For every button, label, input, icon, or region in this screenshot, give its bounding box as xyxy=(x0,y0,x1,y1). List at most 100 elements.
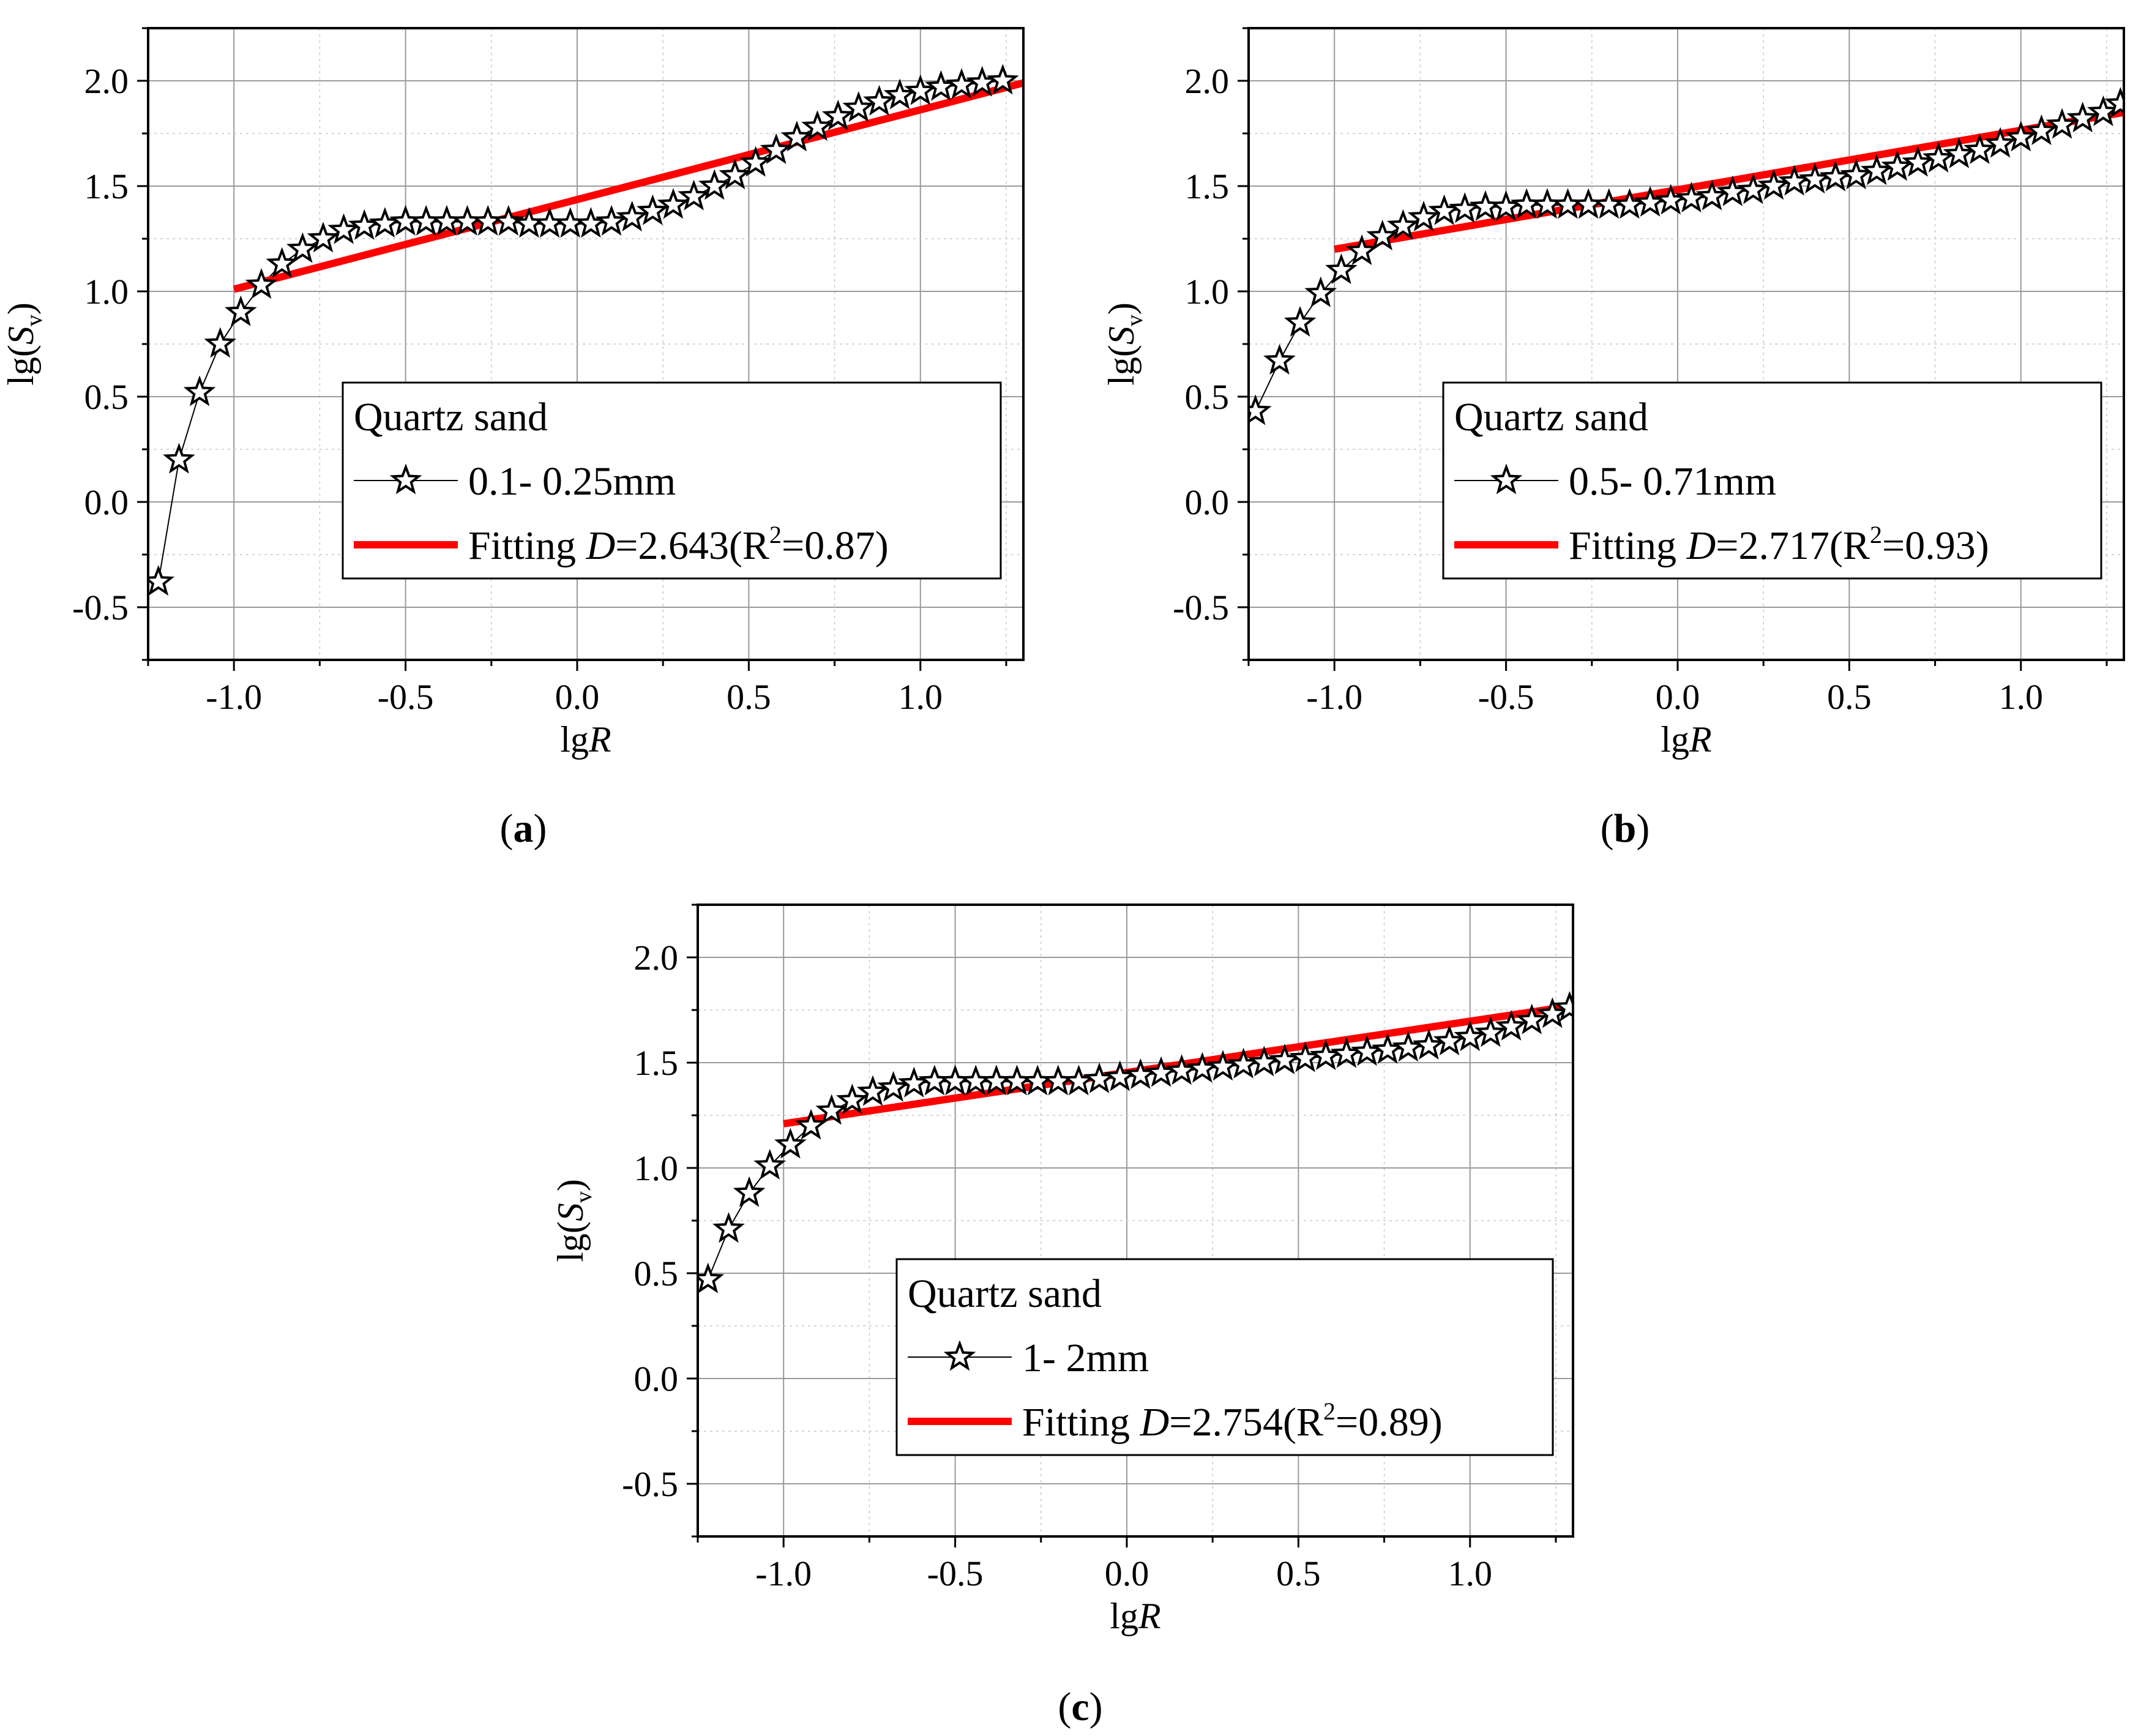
data-point xyxy=(1474,1016,1507,1047)
legend-fit-suffix: =0.93) xyxy=(1882,523,1989,568)
x-tick-label: 1.0 xyxy=(899,677,943,717)
data-point xyxy=(1860,154,1893,185)
data-point xyxy=(986,64,1019,95)
y-tick-label: 0.5 xyxy=(634,1254,679,1293)
legend-fit-value: =2.643(R xyxy=(615,523,769,568)
x-tick-label: -1.0 xyxy=(206,677,262,717)
data-point xyxy=(821,99,854,130)
data-point xyxy=(678,179,711,211)
y-tick-label: -0.5 xyxy=(72,588,129,627)
y-axis-label: lg(Sv) xyxy=(550,1179,597,1262)
data-point xyxy=(1495,1009,1528,1041)
y-axis-label: lg(Sv) xyxy=(1101,302,1148,386)
series-group xyxy=(698,990,1573,1293)
data-point xyxy=(1964,133,1996,164)
data-point xyxy=(616,200,648,232)
panel-label-letter: b xyxy=(1614,806,1637,851)
data-point xyxy=(307,222,340,253)
legend-fit-prefix: Fitting xyxy=(1569,523,1687,568)
x-tick-label: 1.0 xyxy=(1448,1554,1493,1593)
panel-a: -1.0 -0.5 0.0 0.5 1.0 -0.5 0.0 0.5 1.0 1.5 2.0 lg(… xyxy=(1,27,1025,851)
panel-c: -1.0 -0.5 0.0 0.5 1.0 -0.5 0.0 0.5 1.0 1.5 2.0 lg(… xyxy=(550,904,1574,1729)
legend-series-label: 0.5- 0.71mm xyxy=(1569,459,1776,504)
data-point xyxy=(794,1109,828,1140)
data-point xyxy=(286,232,319,263)
x-tick-label: 0.5 xyxy=(1827,677,1872,717)
y-tick-label: -0.5 xyxy=(622,1464,678,1504)
panel-label: (c) xyxy=(1058,1685,1102,1729)
panel-b: -1.0 -0.5 0.0 0.5 1.0 -0.5 0.0 0.5 1.0 1.5 2.0 lg(… xyxy=(1101,27,2125,851)
data-point xyxy=(636,194,669,225)
data-point xyxy=(1840,159,1872,190)
legend-series-label: 1- 2mm xyxy=(1022,1336,1149,1380)
legend: Quartz sand 0.1- 0.25mm Fitting D=2.643(… xyxy=(342,381,1002,580)
legend-fit-value: =2.717(R xyxy=(1716,523,1870,568)
legend-fit-suffix: =0.87) xyxy=(782,523,889,568)
data-point xyxy=(2066,102,2099,133)
x-axis-label: lgR xyxy=(1661,719,1711,760)
data-point xyxy=(1433,1024,1466,1056)
data-point xyxy=(815,1094,848,1125)
legend: Quartz sand 1- 2mm Fitting D=2.754(R2=0.… xyxy=(895,1258,1554,1456)
x-tick-label: -1.0 xyxy=(1306,677,1362,717)
data-point xyxy=(698,169,731,200)
data-point xyxy=(1695,179,1728,211)
x-tick-label: 0.0 xyxy=(555,677,600,717)
x-tick-label: 0.5 xyxy=(1276,1554,1321,1593)
data-point xyxy=(492,204,525,236)
data-point xyxy=(266,247,299,278)
data-point xyxy=(753,1148,787,1180)
y-tick-label: 0.5 xyxy=(1185,377,1230,417)
data-point xyxy=(712,1212,745,1243)
ticks xyxy=(137,27,1007,671)
legend-title: Quartz sand xyxy=(908,1271,1102,1316)
data-point xyxy=(1345,234,1378,266)
x-tick-label: 0.5 xyxy=(727,677,771,717)
data-point xyxy=(1366,219,1399,251)
fit-line xyxy=(233,79,1023,293)
data-point xyxy=(856,1075,889,1106)
y-tick-label: 1.0 xyxy=(634,1148,679,1188)
data-point xyxy=(760,133,793,164)
x-tick-label: 0.0 xyxy=(1656,677,1700,717)
data-point xyxy=(183,375,216,406)
y-tick-label: 0.0 xyxy=(84,482,129,522)
data-point xyxy=(739,146,772,177)
data-point xyxy=(733,1176,766,1207)
data-point xyxy=(595,204,628,236)
data-point xyxy=(1984,127,2017,158)
data-point xyxy=(883,78,916,110)
data-point xyxy=(1536,997,1569,1028)
x-tick-label: -0.5 xyxy=(1478,677,1534,717)
data-point xyxy=(1413,1028,1445,1060)
data-point xyxy=(225,295,257,326)
data-point xyxy=(2104,87,2124,118)
legend-fit-label: Fitting D=2.717(R2=0.93) xyxy=(1569,521,1989,568)
data-point xyxy=(877,1071,910,1102)
plot-area: -1.0 -0.5 0.0 0.5 1.0 -0.5 0.0 0.5 1.0 1.5 2.0 xyxy=(622,904,1574,1593)
legend-sample-star xyxy=(1490,463,1523,495)
x-tick-label: 1.0 xyxy=(1999,677,2044,717)
legend-title: Quartz sand xyxy=(1454,395,1648,440)
data-point xyxy=(1454,1020,1487,1052)
data-point xyxy=(2005,121,2038,152)
data-point xyxy=(163,443,195,474)
y-tick-label: 2.0 xyxy=(634,938,679,978)
ticks xyxy=(687,904,1557,1547)
y-tick-label: 2.0 xyxy=(1185,61,1230,101)
panel-label: (a) xyxy=(500,806,547,851)
data-point xyxy=(904,74,937,105)
y-tick-label: 0.5 xyxy=(84,377,129,417)
y-tick-label: 0.0 xyxy=(634,1359,679,1399)
fit-line xyxy=(1334,108,2124,253)
x-tick-label: -0.5 xyxy=(378,677,434,717)
data-point xyxy=(1304,276,1337,307)
y-tick-label: 2.0 xyxy=(84,61,129,101)
data-point xyxy=(1325,253,1358,285)
data-point xyxy=(2025,114,2058,146)
data-point xyxy=(2046,108,2079,139)
y-tick-label: -0.5 xyxy=(1173,588,1229,627)
legend-title: Quartz sand xyxy=(354,395,548,440)
